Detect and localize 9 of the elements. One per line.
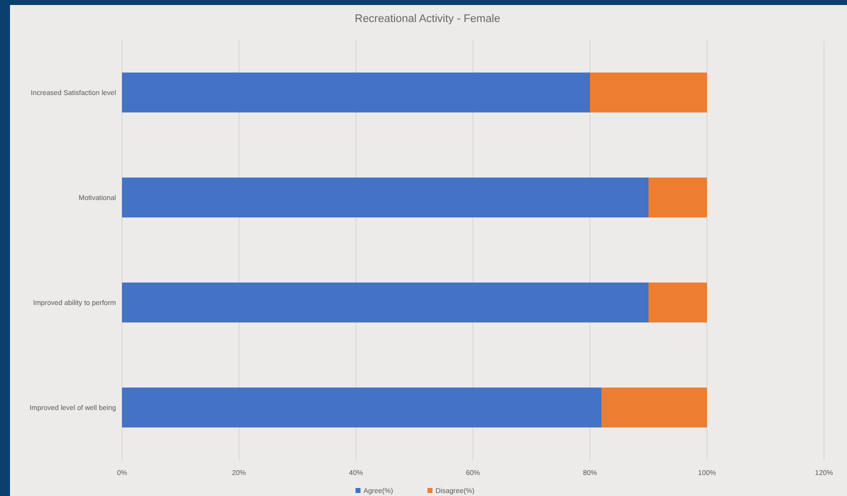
bar — [590, 72, 707, 112]
bar — [122, 178, 648, 218]
bar — [602, 388, 707, 428]
bar — [122, 388, 602, 428]
bar — [122, 282, 648, 322]
chart-title: Recreational Activity - Female — [354, 13, 500, 25]
bar — [122, 72, 590, 112]
bar — [648, 282, 707, 322]
bar — [648, 178, 707, 218]
